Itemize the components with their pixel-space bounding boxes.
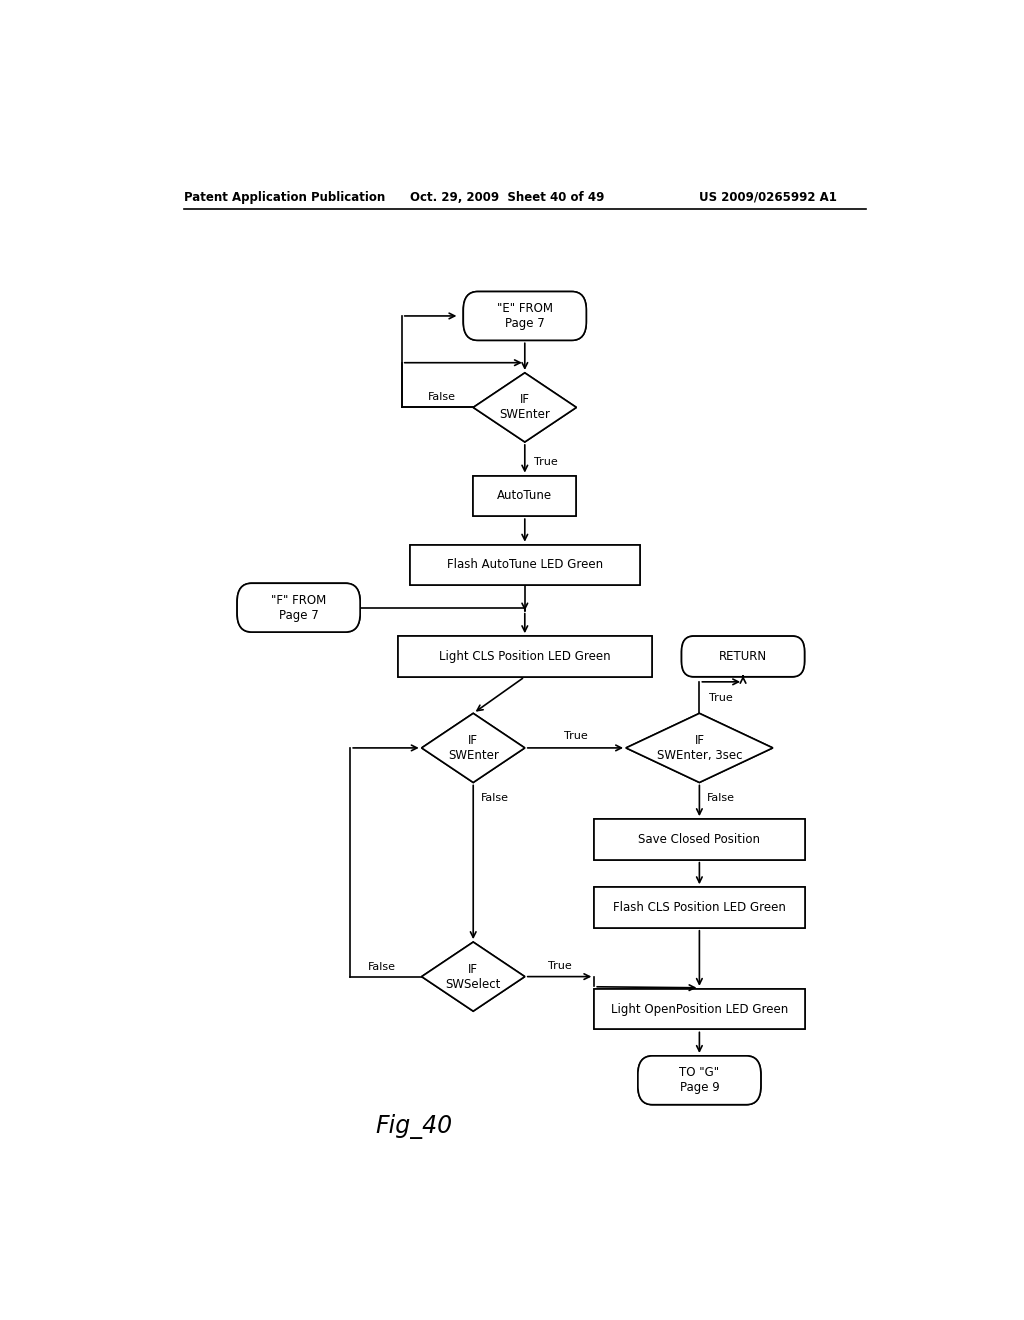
Bar <box>594 887 805 928</box>
Text: True: True <box>535 457 558 467</box>
Text: True: True <box>709 693 732 704</box>
Bar <box>397 636 651 677</box>
Text: "E" FROM
Page 7: "E" FROM Page 7 <box>497 302 553 330</box>
Bar <box>473 475 577 516</box>
Text: TO "G"
Page 9: TO "G" Page 9 <box>679 1067 720 1094</box>
Polygon shape <box>626 713 773 783</box>
Bar <box>473 475 577 516</box>
Text: AutoTune: AutoTune <box>498 490 552 503</box>
Text: IF
SWEnter: IF SWEnter <box>447 734 499 762</box>
Polygon shape <box>422 942 524 1011</box>
Bar <box>594 818 805 859</box>
Polygon shape <box>422 713 524 783</box>
FancyBboxPatch shape <box>638 1056 761 1105</box>
Polygon shape <box>422 713 524 783</box>
Text: Light CLS Position LED Green: Light CLS Position LED Green <box>439 649 610 663</box>
Bar <box>594 887 805 928</box>
FancyBboxPatch shape <box>463 292 587 341</box>
Text: False: False <box>481 792 509 803</box>
FancyBboxPatch shape <box>238 583 360 632</box>
Polygon shape <box>473 372 577 442</box>
FancyBboxPatch shape <box>682 636 805 677</box>
Text: Save Closed Position: Save Closed Position <box>638 833 761 846</box>
Text: Flash CLS Position LED Green: Flash CLS Position LED Green <box>613 902 785 913</box>
Text: RETURN: RETURN <box>719 649 767 663</box>
Bar <box>397 636 651 677</box>
Text: False: False <box>427 392 456 403</box>
Text: Oct. 29, 2009  Sheet 40 of 49: Oct. 29, 2009 Sheet 40 of 49 <box>410 190 604 203</box>
Text: True: True <box>563 731 588 741</box>
FancyBboxPatch shape <box>238 583 360 632</box>
Text: True: True <box>548 961 571 970</box>
Text: False: False <box>368 961 396 972</box>
Text: IF
SWSelect: IF SWSelect <box>445 962 501 990</box>
Text: False: False <box>708 792 735 803</box>
Polygon shape <box>422 942 524 1011</box>
Bar <box>594 989 805 1030</box>
Text: IF
SWEnter, 3sec: IF SWEnter, 3sec <box>656 734 742 762</box>
Text: Fig_40: Fig_40 <box>375 1114 453 1139</box>
Bar <box>594 989 805 1030</box>
Bar <box>410 545 640 585</box>
Bar <box>594 818 805 859</box>
Text: "F" FROM
Page 7: "F" FROM Page 7 <box>271 594 327 622</box>
Text: Patent Application Publication: Patent Application Publication <box>183 190 385 203</box>
Text: Light OpenPosition LED Green: Light OpenPosition LED Green <box>610 1003 788 1015</box>
Polygon shape <box>473 372 577 442</box>
Polygon shape <box>626 713 773 783</box>
FancyBboxPatch shape <box>463 292 587 341</box>
Text: Flash AutoTune LED Green: Flash AutoTune LED Green <box>446 558 603 572</box>
FancyBboxPatch shape <box>638 1056 761 1105</box>
Bar <box>410 545 640 585</box>
FancyBboxPatch shape <box>682 636 805 677</box>
Text: IF
SWEnter: IF SWEnter <box>500 393 550 421</box>
Text: US 2009/0265992 A1: US 2009/0265992 A1 <box>699 190 838 203</box>
